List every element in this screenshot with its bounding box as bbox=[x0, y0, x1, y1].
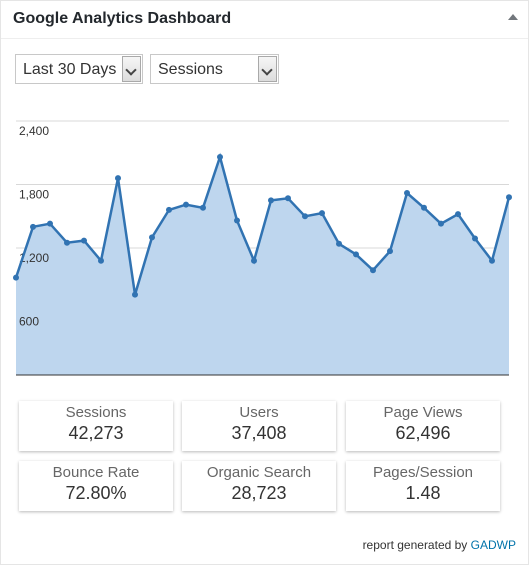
stat-label: Pages/Session bbox=[372, 464, 474, 481]
stat-card-page-views: Page Views 62,496 bbox=[346, 401, 500, 451]
data-point[interactable] bbox=[183, 201, 189, 208]
data-point[interactable] bbox=[506, 194, 512, 201]
widget-header: Google Analytics Dashboard bbox=[1, 1, 528, 39]
data-point[interactable] bbox=[234, 217, 240, 224]
data-point[interactable] bbox=[98, 257, 104, 264]
data-point[interactable] bbox=[200, 204, 206, 211]
data-point[interactable] bbox=[353, 251, 359, 258]
data-point[interactable] bbox=[404, 189, 410, 196]
data-point[interactable] bbox=[268, 197, 274, 204]
y-axis-labels: 2,400 1,800 1,200 600 bbox=[19, 124, 49, 329]
data-point[interactable] bbox=[81, 237, 87, 244]
chevron-down-icon[interactable] bbox=[258, 56, 277, 82]
stat-label: Organic Search bbox=[206, 464, 312, 481]
stat-value: 28,723 bbox=[231, 483, 287, 503]
data-point[interactable] bbox=[387, 248, 393, 255]
chart-area bbox=[16, 157, 509, 375]
data-point[interactable] bbox=[319, 210, 325, 217]
stat-label: Page Views bbox=[383, 404, 463, 421]
data-point[interactable] bbox=[13, 274, 19, 281]
data-point[interactable] bbox=[64, 239, 70, 246]
data-point[interactable] bbox=[47, 220, 53, 227]
data-point[interactable] bbox=[336, 240, 342, 247]
stat-value: 62,496 bbox=[395, 423, 451, 443]
sessions-chart: 2,400 1,800 1,200 600 bbox=[13, 120, 512, 376]
metric-select-value: Sessions bbox=[158, 61, 223, 78]
stat-card-users: Users 37,408 bbox=[182, 401, 336, 451]
metric-select[interactable]: Sessions bbox=[150, 54, 279, 84]
data-point[interactable] bbox=[132, 291, 138, 298]
chevron-down-icon[interactable] bbox=[122, 56, 141, 82]
stat-value: 42,273 bbox=[68, 423, 124, 443]
data-point[interactable] bbox=[217, 153, 223, 160]
period-select-value: Last 30 Days bbox=[23, 61, 117, 78]
data-point[interactable] bbox=[455, 211, 461, 218]
stat-label: Users bbox=[239, 404, 279, 421]
stat-card-organic-search: Organic Search 28,723 bbox=[182, 461, 336, 511]
data-point[interactable] bbox=[421, 204, 427, 211]
data-point[interactable] bbox=[489, 257, 495, 264]
period-select[interactable]: Last 30 Days bbox=[15, 54, 143, 84]
data-point[interactable] bbox=[472, 235, 478, 242]
y-tick-label: 600 bbox=[19, 315, 39, 329]
gadwp-link[interactable]: GADWP bbox=[470, 538, 516, 552]
stat-label: Bounce Rate bbox=[52, 464, 140, 481]
stat-value: 37,408 bbox=[231, 423, 287, 443]
stat-value: 72.80% bbox=[65, 483, 127, 503]
data-point[interactable] bbox=[285, 195, 291, 202]
stat-card-sessions: Sessions 42,273 bbox=[19, 401, 173, 451]
data-point[interactable] bbox=[438, 220, 444, 227]
stat-value: 1.48 bbox=[405, 483, 441, 503]
data-point[interactable] bbox=[166, 206, 172, 213]
y-tick-label: 2,400 bbox=[19, 124, 49, 138]
stat-card-pages-session: Pages/Session 1.48 bbox=[346, 461, 500, 511]
data-point[interactable] bbox=[370, 267, 376, 274]
data-point[interactable] bbox=[302, 213, 308, 220]
report-footer: report generated by GADWP bbox=[363, 538, 516, 552]
chart-points bbox=[13, 153, 512, 298]
y-tick-label: 1,200 bbox=[19, 251, 49, 265]
chart-line bbox=[14, 152, 511, 295]
footer-text: report generated by bbox=[362, 538, 468, 552]
data-point[interactable] bbox=[30, 223, 36, 230]
data-point[interactable] bbox=[251, 257, 257, 264]
data-point[interactable] bbox=[115, 175, 121, 182]
stat-label: Sessions bbox=[65, 404, 127, 421]
collapse-toggle-icon[interactable] bbox=[508, 14, 518, 20]
widget-title: Google Analytics Dashboard bbox=[13, 10, 232, 27]
y-tick-label: 1,800 bbox=[19, 188, 49, 202]
stat-card-bounce-rate: Bounce Rate 72.80% bbox=[19, 461, 173, 511]
data-point[interactable] bbox=[149, 234, 155, 241]
